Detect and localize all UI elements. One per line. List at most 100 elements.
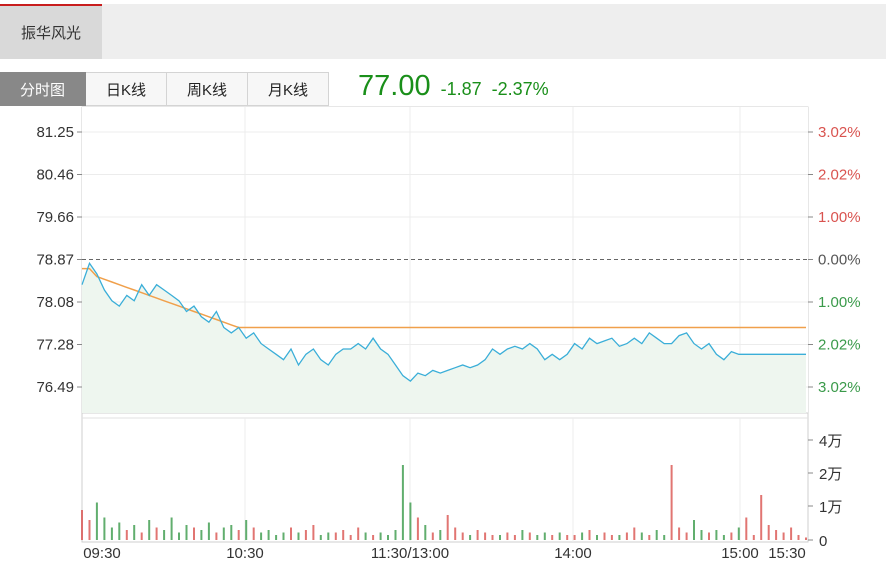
axis-labels: 81.25 3.02% 80.46 2.02% 79.66 1.00% 78.87 0.00%… xyxy=(36,124,860,562)
volume-bar xyxy=(633,527,636,540)
volume-bar xyxy=(782,532,785,540)
volume-bar xyxy=(469,535,472,540)
volume-bar xyxy=(304,530,307,540)
volume-bar xyxy=(185,525,188,540)
volume-bar xyxy=(364,532,367,540)
volume-bar xyxy=(625,532,628,540)
volume-bar xyxy=(752,535,755,540)
volume-bar xyxy=(260,532,263,540)
volume-tick-label: 1万 xyxy=(819,499,842,516)
volume-bar xyxy=(81,510,83,540)
stock-tab[interactable]: 振华风光 xyxy=(0,4,102,59)
tab-daily-k[interactable]: 日K线 xyxy=(86,72,167,106)
volume-bar xyxy=(603,532,606,540)
percent-tick-label: 2.02% xyxy=(818,167,861,184)
volume-bars xyxy=(81,465,807,540)
volume-bar xyxy=(275,535,278,540)
volume-bar xyxy=(170,517,173,540)
volume-bar xyxy=(663,535,666,540)
time-label: 15:00 xyxy=(721,545,759,562)
price-change: -1.87 xyxy=(440,79,482,99)
price-area-fill xyxy=(82,263,806,413)
price-tick-label: 78.08 xyxy=(36,294,74,311)
chart-tabs: 分时图 日K线 周K线 月K线 xyxy=(0,72,329,106)
volume-bar xyxy=(140,532,143,540)
volume-bar xyxy=(387,535,389,540)
price-tick-label: 81.25 xyxy=(36,124,74,141)
volume-bar xyxy=(334,532,337,540)
volume-bar xyxy=(573,535,576,540)
volume-bar xyxy=(110,527,113,540)
price-tick-label: 80.46 xyxy=(36,167,74,184)
volume-bar xyxy=(118,522,121,540)
volume-bar xyxy=(528,532,531,540)
volume-bar xyxy=(790,527,793,540)
percent-tick-label: 0.00% xyxy=(818,252,861,269)
volume-bar xyxy=(200,530,203,540)
tab-monthly-k[interactable]: 月K线 xyxy=(248,72,329,106)
volume-bar xyxy=(282,532,285,540)
volume-bar xyxy=(618,535,621,540)
volume-tick-label: 4万 xyxy=(819,433,842,450)
percent-tick-label: 1.00% xyxy=(818,294,861,311)
volume-bar xyxy=(722,535,725,540)
price-tick-label: 79.66 xyxy=(36,209,74,226)
volume-bar xyxy=(775,530,778,540)
volume-bar xyxy=(178,532,180,540)
tab-intraday[interactable]: 分时图 xyxy=(0,72,86,106)
volume-bar xyxy=(730,532,733,540)
tab-weekly-k[interactable]: 周K线 xyxy=(167,72,248,106)
volume-bar xyxy=(95,502,98,540)
volume-bar xyxy=(230,525,233,540)
price-tick-label: 76.49 xyxy=(36,379,74,396)
volume-bar xyxy=(708,532,710,540)
volume-bar xyxy=(245,520,248,540)
quote: 77.00 -1.87 -2.37% xyxy=(358,70,549,106)
current-price: 77.00 xyxy=(358,70,431,102)
volume-bar xyxy=(155,527,158,540)
volume-bar xyxy=(342,530,345,540)
volume-bar xyxy=(215,532,218,540)
stock-tab-bar: 振华风光 xyxy=(0,4,886,59)
volume-bar xyxy=(596,535,598,540)
volume-bar xyxy=(767,525,770,540)
volume-bar xyxy=(461,532,464,540)
volume-bar xyxy=(349,535,352,540)
average-price-line xyxy=(82,267,806,329)
volume-bar xyxy=(715,530,718,540)
volume-bar xyxy=(797,535,800,540)
volume-bar xyxy=(454,527,457,540)
volume-bar xyxy=(439,530,442,540)
volume-bar xyxy=(484,532,487,540)
volume-bar xyxy=(558,532,561,540)
volume-bar xyxy=(678,527,681,540)
volume-bar xyxy=(745,517,748,540)
time-label: 11:30/13:00 xyxy=(371,545,449,562)
volume-bar xyxy=(476,530,479,540)
volume-bar xyxy=(125,530,128,540)
price-tick-label: 78.87 xyxy=(36,252,74,269)
volume-bar xyxy=(372,535,375,540)
volume-bar xyxy=(446,515,449,540)
time-label: 14:00 xyxy=(554,545,592,562)
volume-bar xyxy=(566,535,569,540)
volume-bar xyxy=(88,520,91,540)
volume-bar xyxy=(133,525,136,540)
volume-bar xyxy=(648,535,651,540)
volume-bar xyxy=(252,527,255,540)
volume-bar xyxy=(521,530,524,540)
price-line xyxy=(81,261,806,382)
volume-bar xyxy=(222,527,225,540)
volume-bar xyxy=(312,525,315,540)
volume-bar xyxy=(431,532,434,540)
volume-bar xyxy=(610,535,613,540)
volume-bar xyxy=(319,535,322,540)
volume-bar xyxy=(693,520,695,540)
volume-bar xyxy=(424,525,427,540)
volume-bar xyxy=(416,517,419,540)
percent-tick-label: 1.00% xyxy=(818,209,861,226)
volume-bar xyxy=(379,532,382,540)
volume-tick-label: 2万 xyxy=(819,466,842,483)
volume-bar xyxy=(491,535,494,540)
